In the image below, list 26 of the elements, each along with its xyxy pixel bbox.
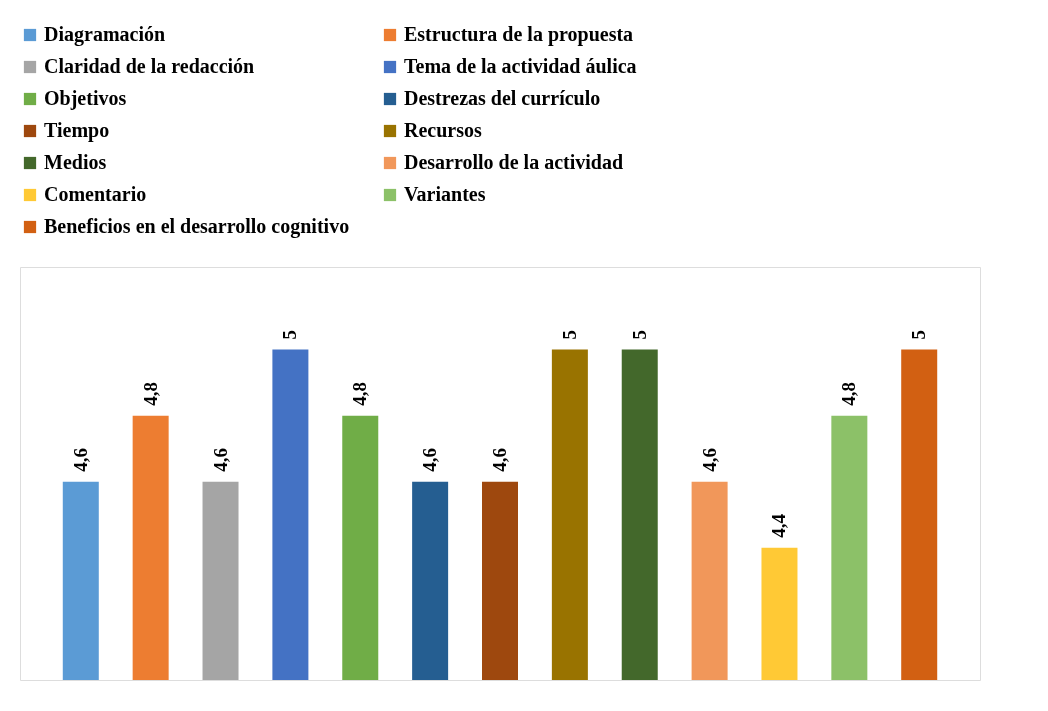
data-label: 4,4	[768, 513, 790, 538]
legend-label: Objetivos	[44, 87, 127, 110]
data-label: 4,6	[69, 448, 91, 472]
legend-label: Recursos	[404, 119, 482, 141]
legend-label: Beneficios en el desarrollo cognitivo	[44, 215, 350, 238]
data-label: 5	[628, 330, 650, 340]
legend-label: Tiempo	[44, 119, 110, 142]
legend-label: Medios	[44, 151, 107, 173]
data-label: 5	[279, 330, 301, 340]
legend-label: Comentario	[44, 183, 147, 205]
legend-label: Destrezas del currículo	[404, 87, 601, 109]
data-label: 4,6	[698, 448, 720, 472]
legend-label: Claridad de la redacción	[44, 55, 255, 77]
data-label: 4,6	[209, 448, 231, 472]
legend-label: Desarrollo de la actividad	[404, 151, 624, 173]
legend-label: Variantes	[404, 183, 486, 205]
data-label: 4,8	[838, 381, 860, 406]
legend-label: Tema de la actividad áulica	[404, 55, 637, 77]
data-label: 4,6	[419, 448, 441, 472]
legend-label: Estructura de la propuesta	[404, 23, 634, 46]
data-label: 4,8	[139, 381, 161, 406]
data-label: 4,6	[489, 448, 510, 472]
data-label: 4,8	[349, 381, 371, 406]
data-label: 5	[908, 330, 930, 340]
data-label: 5	[558, 330, 580, 340]
legend-label: Diagramación	[44, 23, 166, 46]
